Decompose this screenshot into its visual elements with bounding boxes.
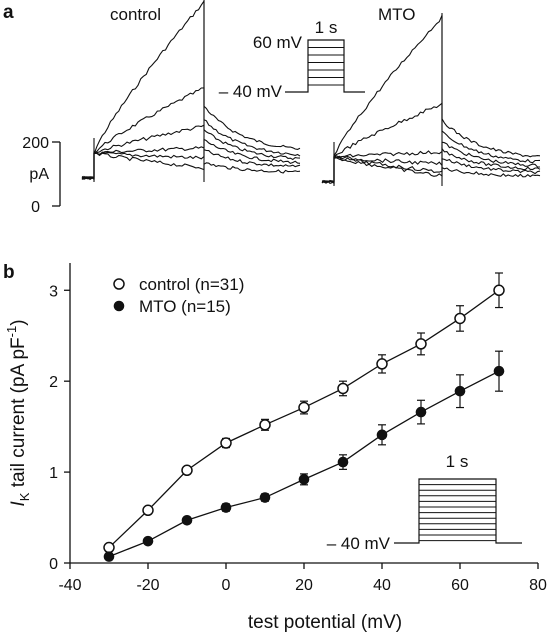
mto-traces-label: MTO [378, 5, 415, 24]
data-point [142, 504, 154, 517]
data-point [376, 429, 388, 441]
protocol-a-top-voltage: 60 mV [253, 33, 303, 52]
x-tick-label: 40 [373, 577, 391, 594]
y-tick-label: 3 [49, 283, 58, 300]
data-point [103, 541, 115, 554]
data-series [103, 272, 505, 562]
x-axis-title: test potential (mV) [248, 612, 402, 633]
data-point [103, 551, 115, 562]
series-line [108, 370, 500, 558]
data-point [298, 474, 310, 485]
legend-marker-control [113, 278, 125, 290]
scale-bar-bottom-label: 0 [31, 199, 40, 216]
panel-b-letter: b [3, 262, 15, 283]
protocol-b-steps [419, 484, 496, 542]
data-point [454, 385, 466, 397]
data-point [298, 401, 310, 414]
protocol-a-holding: – 40 mV [219, 82, 283, 101]
legend-marker-mto [113, 300, 125, 312]
x-tick-label: 0 [222, 577, 231, 594]
y-axis-title-text: tail current (pA pF [8, 337, 29, 492]
x-tick-label: 20 [295, 577, 313, 594]
protocol-b-step-outline [394, 478, 522, 544]
data-point [415, 406, 427, 418]
protocol-b-duration: 1 s [446, 452, 469, 471]
x-tick-label: 80 [529, 577, 547, 594]
x-tick-label: 60 [451, 577, 469, 594]
x-tick-label: -20 [136, 577, 159, 594]
series-mto [103, 350, 505, 562]
current-trace [321, 146, 541, 184]
data-point [376, 358, 388, 370]
protocol-a-steps [308, 47, 344, 86]
data-point [142, 535, 154, 547]
data-point [259, 419, 271, 431]
data-point [220, 437, 232, 449]
data-point [415, 338, 427, 350]
current-trace [321, 154, 541, 184]
protocol-a-step-outline [285, 39, 365, 93]
y-tick-label: 1 [49, 465, 58, 482]
control-traces-label: control [110, 5, 161, 24]
protocol-b-holding: – 40 mV [327, 534, 391, 553]
legend-label-control: control (n=31) [139, 275, 244, 294]
panel-a: a control MTO 200 pA 0 1 s 60 mV – 40 mV [3, 0, 541, 216]
current-trace [321, 156, 541, 185]
panel-b: b -40 -20 0 20 40 60 80 0 1 2 3 test potential (m… [3, 262, 547, 633]
panel-a-voltage-protocol: 1 s 60 mV – 40 mV [219, 18, 365, 101]
y-tick-label: 2 [49, 374, 58, 391]
y-axis-ticks: 0 1 2 3 [49, 283, 70, 573]
data-point [337, 382, 349, 395]
panel-a-letter: a [3, 2, 14, 23]
current-trace [321, 102, 541, 185]
y-tick-label: 0 [49, 556, 58, 573]
series-line [108, 289, 500, 549]
current-trace [81, 124, 301, 181]
series-control [103, 272, 505, 554]
legend: control (n=31) MTO (n=15) [113, 275, 244, 316]
current-trace [81, 87, 301, 182]
current-trace [81, 152, 301, 181]
legend-label-mto: MTO (n=15) [139, 297, 231, 316]
data-point [454, 312, 466, 325]
scale-bar-top-label: 200 [22, 135, 49, 152]
protocol-a-duration: 1 s [315, 18, 338, 37]
current-trace [321, 15, 541, 183]
current-trace [321, 141, 540, 184]
data-point [181, 514, 193, 526]
y-axis-title-close: ) [8, 319, 29, 325]
y-axis-title: IK tail current (pA pF-1) [4, 319, 32, 506]
data-point [259, 492, 271, 503]
y-axis-title-main: I [8, 501, 29, 507]
data-point [337, 456, 349, 468]
current-trace [81, 138, 301, 180]
data-point [220, 502, 232, 513]
current-scale-bar [52, 141, 61, 207]
data-point [493, 284, 505, 297]
x-tick-label: -40 [58, 577, 81, 594]
scale-bar-unit-label: pA [29, 166, 49, 183]
control-current-traces [81, 0, 301, 182]
current-trace [81, 148, 301, 179]
data-point [181, 464, 193, 477]
y-axis-title-subscript: K [17, 492, 32, 501]
x-axis-ticks: -40 -20 0 20 40 60 80 [58, 563, 547, 594]
panel-b-voltage-protocol: 1 s – 40 mV [327, 452, 522, 553]
y-axis-title-exponent: -1 [4, 326, 19, 338]
data-point [493, 365, 505, 377]
current-trace [81, 0, 301, 179]
mto-current-traces [321, 13, 541, 186]
